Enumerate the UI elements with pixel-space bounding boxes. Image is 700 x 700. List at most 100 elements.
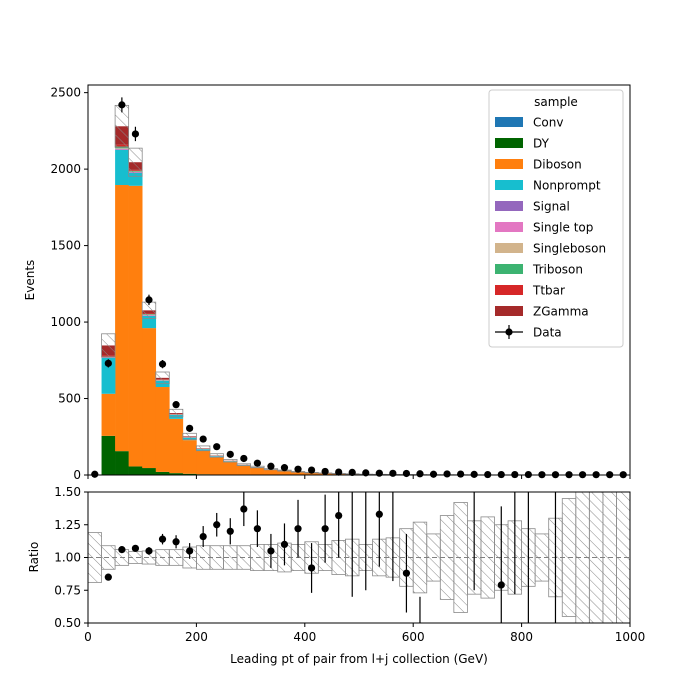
stacked-histogram xyxy=(101,126,630,475)
data-point xyxy=(457,470,465,478)
bar-diboson xyxy=(209,456,224,475)
ratio-point xyxy=(402,569,411,577)
ratio-point xyxy=(253,525,261,533)
mc-uncertainty-bin xyxy=(182,432,197,440)
ratio-y-tick-label: 1.25 xyxy=(54,518,81,532)
bar-diboson xyxy=(182,440,197,474)
x-tick-label: 600 xyxy=(402,630,425,644)
data-point xyxy=(348,468,356,476)
bar-diboson xyxy=(223,461,238,475)
main-x-ticks xyxy=(87,475,631,479)
ratio-point xyxy=(375,510,383,518)
bar-diboson xyxy=(291,471,306,475)
bar-diboson xyxy=(142,328,157,469)
bar-diboson xyxy=(115,185,129,452)
ratio-point xyxy=(104,573,112,581)
legend-swatch xyxy=(495,180,523,190)
data-point xyxy=(335,468,343,476)
bar-diboson xyxy=(264,469,278,475)
ratio-point xyxy=(172,538,180,546)
legend: sample Conv DY Diboson Nonprompt Signal Single… xyxy=(488,89,624,348)
legend-swatch xyxy=(495,117,523,127)
bar-nonprompt xyxy=(115,149,129,186)
legend-entry: Singleboson xyxy=(533,242,606,256)
legend-swatch xyxy=(495,159,523,169)
bar-dy xyxy=(115,451,129,475)
main-y-axis-label: Events xyxy=(23,260,37,301)
data-point xyxy=(131,130,140,138)
ratio-y-axis-label: Ratio xyxy=(27,542,41,573)
x-tick-label: 1000 xyxy=(615,630,646,644)
ratio-y-axis: 0.50 0.75 1.00 1.25 1.50 xyxy=(54,485,88,630)
mc-uncertainty-bin xyxy=(223,459,238,463)
bar-diboson xyxy=(155,387,170,472)
ratio-point xyxy=(145,547,153,555)
data-points xyxy=(91,97,627,479)
data-point xyxy=(240,454,248,463)
data-point xyxy=(104,359,112,367)
legend-swatch xyxy=(495,306,523,316)
mc-uncertainty-bin xyxy=(128,147,143,177)
data-point xyxy=(158,360,167,368)
bar-diboson xyxy=(250,467,265,475)
ratio-panel: 0.50 0.75 1.00 1.25 1.50 0 200 400 600 800 1000 R… xyxy=(27,485,645,666)
x-tick-label: 200 xyxy=(185,630,208,644)
ratio-point xyxy=(226,527,234,535)
mc-uncertainty-bin xyxy=(236,463,252,467)
bar-dy xyxy=(155,471,170,475)
legend-swatch xyxy=(495,243,523,253)
ratio-point xyxy=(118,546,126,554)
x-tick-label: 800 xyxy=(510,630,533,644)
legend-entry: Ttbar xyxy=(532,284,565,298)
mc-uncertainty-bin xyxy=(101,333,116,358)
data-point xyxy=(118,101,126,109)
x-axis: 0 200 400 600 800 1000 xyxy=(84,623,645,644)
bar-diboson xyxy=(169,418,184,474)
data-point xyxy=(280,464,289,472)
legend-entry: Triboson xyxy=(532,263,583,277)
ratio-point xyxy=(267,547,275,555)
ratio-y-tick-label: 0.50 xyxy=(54,616,81,630)
ratio-point xyxy=(307,564,316,572)
mc-uncertainty-bin xyxy=(209,453,224,458)
ratio-points xyxy=(104,492,557,623)
ratio-point xyxy=(280,540,289,549)
x-tick-label: 0 xyxy=(84,630,92,644)
legend-entry: Conv xyxy=(533,116,563,130)
ratio-point xyxy=(131,544,140,552)
data-point xyxy=(429,470,438,478)
ratio-point xyxy=(294,525,302,533)
bar-dy xyxy=(169,473,184,475)
data-point xyxy=(389,469,397,477)
data-point xyxy=(199,435,207,443)
data-point xyxy=(145,296,153,304)
data-point xyxy=(226,450,234,458)
legend-frame xyxy=(488,89,624,348)
legend-entry: Diboson xyxy=(533,158,582,172)
ratio-point xyxy=(199,532,207,541)
ratio-point xyxy=(186,547,194,555)
bar-dy xyxy=(101,435,116,475)
bar-nonprompt xyxy=(101,357,116,394)
legend-swatch xyxy=(495,222,523,232)
bar-diboson xyxy=(196,450,211,475)
main-axes-frame xyxy=(87,84,631,476)
data-point xyxy=(375,469,383,477)
main-y-tick-label: 0 xyxy=(73,468,81,482)
legend-entry: Data xyxy=(533,326,562,340)
legend-swatch xyxy=(495,285,523,295)
bar-diboson xyxy=(101,393,116,436)
ratio-point xyxy=(213,521,221,529)
main-y-axis: 0 500 1000 1500 2000 2500 xyxy=(50,86,88,482)
ratio-point xyxy=(497,581,505,589)
data-point xyxy=(172,401,180,409)
main-y-tick-label: 1000 xyxy=(50,315,81,329)
legend-entry: ZGamma xyxy=(533,305,589,319)
mc-uncertainty-bin xyxy=(155,371,170,385)
data-point xyxy=(186,424,194,432)
data-point xyxy=(402,469,411,478)
x-axis-label: Leading pt of pair from l+j collection (… xyxy=(230,652,488,666)
main-y-tick-label: 2000 xyxy=(50,162,81,176)
data-point xyxy=(213,443,221,451)
main-y-tick-label: 2500 xyxy=(50,86,81,100)
